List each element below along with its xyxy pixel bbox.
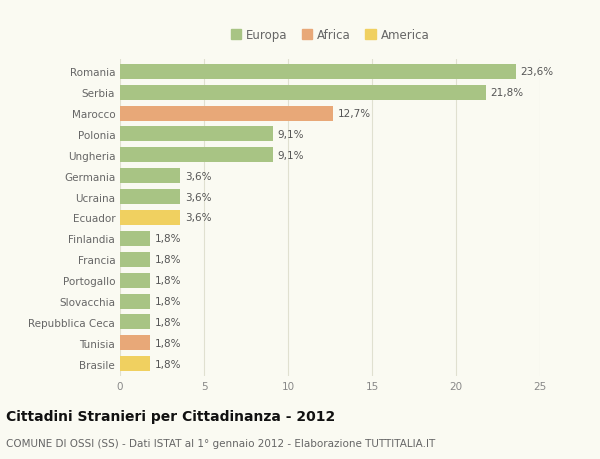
Text: 12,7%: 12,7% (338, 109, 371, 119)
Bar (120, 336, 150, 351)
Bar (120, 211, 181, 225)
Text: 1,8%: 1,8% (154, 297, 181, 306)
Bar (120, 273, 150, 288)
Text: 1,8%: 1,8% (154, 317, 181, 327)
Bar (120, 252, 150, 267)
Text: 21,8%: 21,8% (490, 88, 524, 98)
Text: 9,1%: 9,1% (277, 130, 304, 140)
Bar (120, 65, 517, 80)
Text: 9,1%: 9,1% (277, 151, 304, 161)
Bar (120, 127, 273, 142)
Bar (120, 231, 150, 246)
Text: 3,6%: 3,6% (185, 213, 211, 223)
Bar (120, 106, 334, 121)
Text: 1,8%: 1,8% (154, 338, 181, 348)
Bar (120, 356, 150, 371)
Bar (120, 315, 150, 330)
Text: 1,8%: 1,8% (154, 275, 181, 285)
Bar (120, 85, 486, 101)
Text: 1,8%: 1,8% (154, 359, 181, 369)
Text: 3,6%: 3,6% (185, 171, 211, 181)
Bar (120, 148, 273, 163)
Legend: Europa, Africa, America: Europa, Africa, America (226, 24, 434, 47)
Text: Cittadini Stranieri per Cittadinanza - 2012: Cittadini Stranieri per Cittadinanza - 2… (6, 409, 335, 423)
Text: 3,6%: 3,6% (185, 192, 211, 202)
Text: 1,8%: 1,8% (154, 255, 181, 265)
Text: 23,6%: 23,6% (521, 67, 554, 77)
Bar (120, 294, 150, 309)
Bar (120, 169, 181, 184)
Text: 1,8%: 1,8% (154, 234, 181, 244)
Text: COMUNE DI OSSI (SS) - Dati ISTAT al 1° gennaio 2012 - Elaborazione TUTTITALIA.IT: COMUNE DI OSSI (SS) - Dati ISTAT al 1° g… (6, 438, 435, 448)
Bar (120, 190, 181, 205)
